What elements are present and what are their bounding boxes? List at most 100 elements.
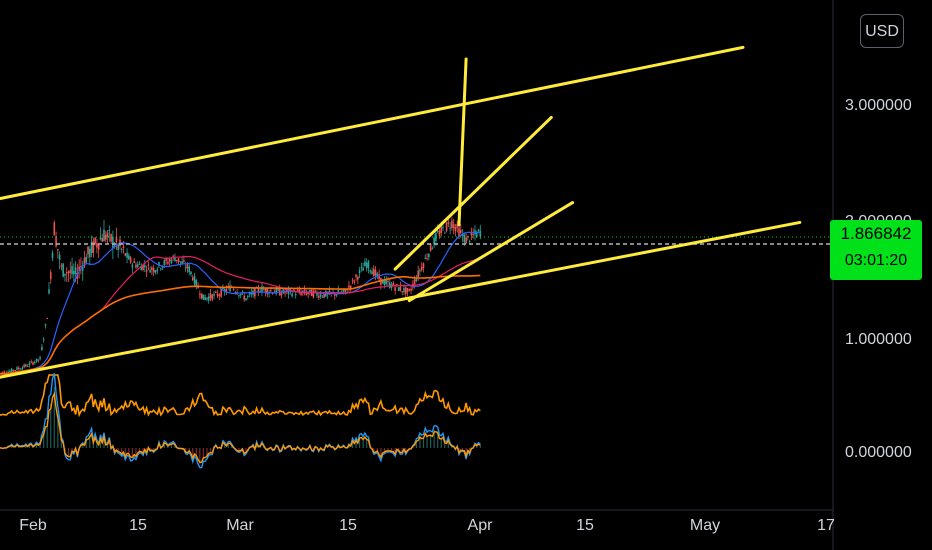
candle-body: [206, 297, 208, 300]
candle-body: [401, 291, 403, 293]
candle-body: [218, 294, 221, 296]
candle-body: [62, 263, 64, 277]
candle-body: [417, 270, 419, 277]
candle-body: [191, 277, 194, 280]
candle-body: [16, 367, 18, 370]
candle-body: [211, 294, 214, 300]
x-tick-label: Mar: [226, 517, 254, 534]
candle-body: [410, 288, 412, 291]
candle-body: [42, 339, 45, 341]
candle-body: [18, 367, 20, 369]
candle-body: [60, 265, 63, 267]
candle-body: [465, 237, 467, 244]
candle-body: [296, 290, 299, 292]
candle-body: [21, 367, 24, 370]
trendline[interactable]: [457, 57, 468, 227]
moving-average-line: [0, 231, 481, 375]
candle-body: [451, 220, 453, 229]
candle-body: [433, 237, 435, 245]
x-tick-label: 17: [817, 517, 835, 534]
candle-body: [369, 270, 372, 272]
candle-body: [447, 222, 450, 224]
candle-body: [110, 234, 112, 242]
candle-body: [470, 231, 473, 236]
candle-body: [7, 371, 9, 374]
candle-body: [298, 289, 301, 293]
candle-body: [151, 267, 153, 270]
candle-body: [175, 259, 178, 261]
candle-body: [227, 285, 230, 287]
trendline[interactable]: [393, 115, 553, 271]
candle-body: [365, 262, 368, 268]
candle-body: [186, 264, 189, 269]
x-tick-label: May: [690, 517, 720, 534]
candle-body: [403, 287, 405, 293]
candle-body: [323, 293, 325, 298]
candle-body: [85, 256, 88, 263]
candle-body: [154, 270, 157, 273]
trendline[interactable]: [0, 220, 802, 379]
candle-body: [89, 248, 91, 258]
trendlines[interactable]: [0, 45, 802, 379]
x-tick-label: Feb: [19, 517, 47, 534]
candle-body: [120, 248, 123, 250]
currency-button[interactable]: USD: [860, 14, 904, 48]
candle-body: [440, 226, 443, 234]
candle-body: [112, 237, 114, 249]
candle-body: [461, 234, 464, 237]
candle-body: [30, 361, 33, 363]
last-price-value: 1.866842: [840, 224, 912, 243]
candle-body: [99, 237, 102, 240]
trendline[interactable]: [407, 201, 575, 303]
candle-body: [458, 227, 460, 237]
candle-body: [436, 230, 439, 232]
bar-countdown: 03:01:20: [844, 252, 908, 269]
candle-body: [238, 295, 240, 297]
candle-body: [225, 289, 228, 292]
candle-body: [385, 279, 388, 285]
candle-body: [420, 266, 423, 271]
candle-body: [39, 357, 41, 360]
x-tick-label: 15: [576, 517, 594, 534]
candle-body: [94, 237, 96, 244]
candle-body: [195, 279, 198, 286]
candle-body: [387, 281, 389, 283]
candle-body: [250, 292, 253, 295]
candle-body: [67, 271, 70, 274]
candle-body: [360, 267, 363, 269]
candle-body: [348, 285, 350, 288]
candle-body: [467, 235, 469, 237]
candle-body: [156, 269, 159, 272]
candle-body: [367, 261, 370, 269]
candle-body: [147, 264, 150, 266]
candle-body: [291, 293, 293, 297]
candle-body: [353, 280, 356, 283]
candle-body: [165, 258, 167, 261]
candle-body: [126, 252, 128, 258]
candle-body: [472, 234, 474, 236]
candle-body: [104, 234, 107, 240]
last-price-tag: 1.866842 03:01:20: [830, 220, 922, 280]
candle-body: [55, 236, 57, 247]
candle-body: [158, 262, 160, 266]
candle-body: [222, 287, 224, 290]
candle-body: [12, 369, 15, 371]
trendline[interactable]: [0, 45, 745, 201]
candle-body: [3, 371, 6, 374]
candle-body: [246, 295, 249, 297]
candle-body: [78, 266, 80, 271]
candle-body: [174, 257, 176, 262]
candle-body: [216, 293, 219, 297]
candle-body: [388, 282, 391, 288]
candle-body: [128, 255, 130, 260]
candle-body: [374, 270, 377, 276]
candle-body: [51, 252, 54, 258]
candle-body: [215, 291, 217, 293]
x-tick-label: 15: [339, 517, 357, 534]
candle-body: [312, 291, 315, 298]
candle-body: [136, 264, 139, 268]
candle-body: [280, 293, 283, 296]
candle-body: [57, 249, 59, 251]
candle-body: [444, 232, 446, 234]
